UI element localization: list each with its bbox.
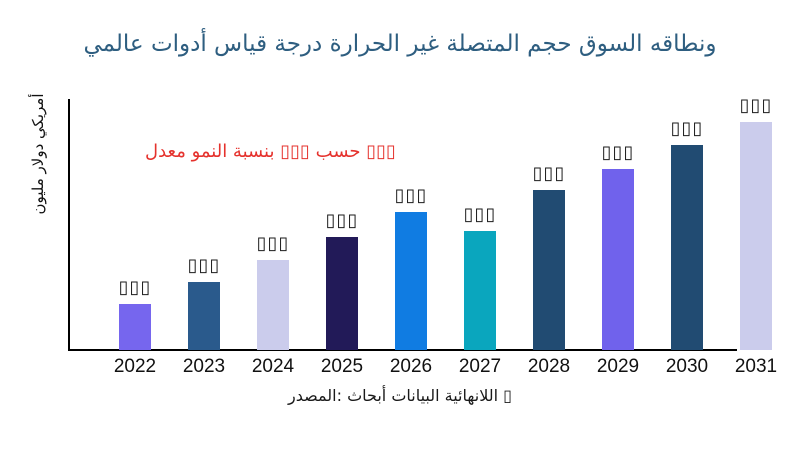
y-axis-label: أمريكي دولار مليون xyxy=(29,93,47,215)
bar-2027 xyxy=(464,231,496,350)
bar-2022 xyxy=(119,304,151,350)
bar-2024 xyxy=(257,260,289,350)
bar-2026 xyxy=(395,212,427,350)
bar-2031 xyxy=(740,122,772,350)
x-tick-label-2030: 2030 xyxy=(665,356,709,377)
x-axis-line xyxy=(68,349,737,351)
bar-value-label-2031: ▯▯▯ xyxy=(739,95,773,116)
x-tick-label-2029: 2029 xyxy=(596,356,640,377)
source-caption: ▯ اللانهائية البيانات أبحاث :المصدر xyxy=(288,386,512,405)
x-tick-label-2027: 2027 xyxy=(458,356,502,377)
bar-value-label-2024: ▯▯▯ xyxy=(256,233,290,254)
x-tick-label-2022: 2022 xyxy=(113,356,157,377)
bar-value-label-2022: ▯▯▯ xyxy=(118,277,152,298)
bar-2025 xyxy=(326,237,358,350)
bar-value-label-2026: ▯▯▯ xyxy=(394,185,428,206)
x-tick-label-2025: 2025 xyxy=(320,356,364,377)
bar-value-label-2028: ▯▯▯ xyxy=(532,163,566,184)
bar-2029 xyxy=(602,169,634,350)
bar-value-label-2029: ▯▯▯ xyxy=(601,142,635,163)
x-tick-label-2024: 2024 xyxy=(251,356,295,377)
bar-value-label-2023: ▯▯▯ xyxy=(187,255,221,276)
bar-value-label-2027: ▯▯▯ xyxy=(463,204,497,225)
x-tick-label-2026: 2026 xyxy=(389,356,433,377)
bar-2028 xyxy=(533,190,565,350)
growth-rate-annotation: ▯▯▯ حسب ▯▯▯ بنسبة النمو معدل xyxy=(145,141,396,162)
bar-value-label-2025: ▯▯▯ xyxy=(325,210,359,231)
x-tick-label-2023: 2023 xyxy=(182,356,226,377)
x-tick-label-2028: 2028 xyxy=(527,356,571,377)
bar-2023 xyxy=(188,282,220,350)
bar-2030 xyxy=(671,145,703,350)
chart-title: ونطاقه السوق حجم المتصلة غير الحرارة درج… xyxy=(83,31,717,57)
bar-value-label-2030: ▯▯▯ xyxy=(670,118,704,139)
y-axis-line xyxy=(68,99,70,351)
x-tick-label-2031: 2031 xyxy=(734,356,778,377)
